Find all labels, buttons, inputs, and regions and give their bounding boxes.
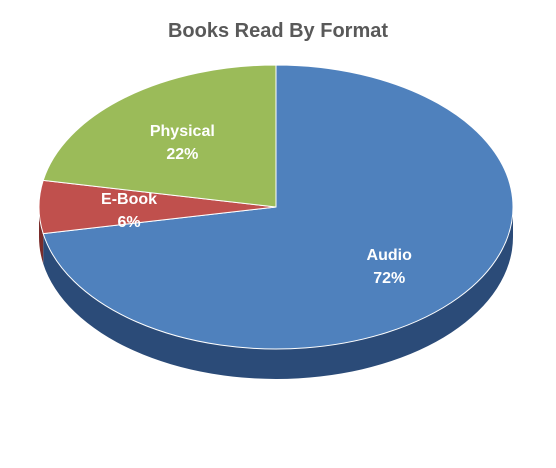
slice-percent-e-book: 6% xyxy=(117,214,140,231)
slice-percent-audio: 72% xyxy=(373,270,405,287)
slice-percent-physical: 22% xyxy=(166,146,198,163)
pie-slice-audio xyxy=(42,64,514,350)
slice-label-e-book: E-Book xyxy=(101,191,157,208)
chart-title: Books Read By Format xyxy=(167,20,389,42)
slice-label-audio: Audio xyxy=(367,247,413,264)
pie-slice-physical xyxy=(42,64,277,208)
pie-side-audio xyxy=(43,207,513,379)
slice-label-physical: Physical xyxy=(150,123,215,140)
